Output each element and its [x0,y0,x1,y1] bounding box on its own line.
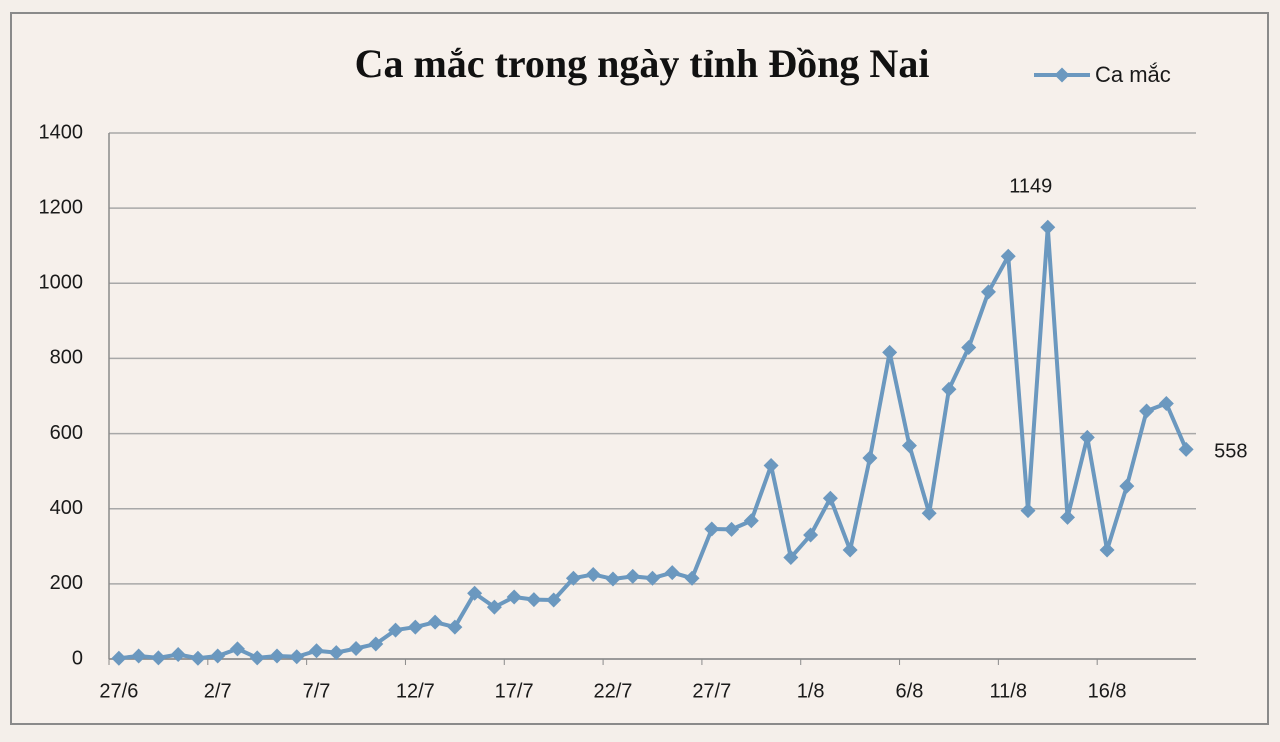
point-marker [1178,441,1194,457]
chart-frame [10,12,1269,725]
point-marker [842,542,858,558]
point-marker [724,521,740,537]
chart-title: Ca mắc trong ngày tỉnh Đồng Nai [355,41,930,86]
y-tick-label: 400 [50,497,83,519]
legend: Ca mắc [1034,62,1171,87]
point-marker [1079,429,1095,445]
point-marker [111,650,127,666]
point-marker [565,570,581,586]
point-marker [862,450,878,466]
point-marker [150,650,166,666]
x-tick-label: 17/7 [495,680,534,702]
point-marker [486,599,502,615]
x-tick-label: 22/7 [594,680,633,702]
point-marker [664,565,680,581]
point-marker [1000,248,1016,264]
point-marker [269,648,285,664]
point-marker [882,344,898,360]
y-tick-label: 600 [50,422,83,444]
point-marker [447,619,463,635]
point-marker [546,592,562,608]
point-marker [388,622,404,638]
y-tick-label: 1200 [39,196,84,218]
point-marker [526,592,542,608]
point-marker [743,513,759,529]
point-marker [783,550,799,566]
point-marker [941,381,957,397]
point-marker [190,650,206,666]
point-marker [249,650,265,666]
point-marker [980,284,996,300]
point-marker [1040,219,1056,235]
point-marker [901,438,917,454]
x-tick-label: 6/8 [896,680,924,702]
data-label: 1149 [1009,176,1052,198]
legend-label: Ca mắc [1095,62,1171,87]
point-marker [427,614,443,630]
point-marker [684,570,700,586]
y-tick-label: 800 [50,347,83,369]
x-tick-label: 27/7 [692,680,731,702]
point-marker [822,490,838,506]
point-marker [289,649,305,665]
point-marker [921,505,937,521]
point-marker [1099,542,1115,558]
point-marker [625,568,641,584]
x-tick-label: 12/7 [396,680,435,702]
point-marker [1139,403,1155,419]
point-marker [309,643,325,659]
legend-marker [1054,67,1070,83]
point-marker [348,640,364,656]
point-marker [645,570,660,586]
point-marker [506,589,522,605]
data-label: 558 [1214,441,1247,463]
x-tick-label: 2/7 [204,680,232,702]
point-marker [170,646,186,662]
point-marker [585,566,601,582]
point-marker [1119,478,1135,494]
x-tick-label: 11/8 [990,680,1027,702]
point-marker [407,619,423,635]
point-marker [328,645,344,661]
point-marker [131,648,147,664]
x-tick-label: 27/6 [99,680,138,702]
point-marker [368,636,384,652]
x-tick-label: 16/8 [1088,680,1127,702]
y-tick-label: 1400 [39,121,84,143]
point-marker [605,571,621,587]
x-tick-label: 7/7 [303,680,331,702]
point-marker [961,340,977,356]
point-marker [210,648,226,664]
y-tick-label: 1000 [39,272,84,294]
point-marker [803,527,819,543]
x-tick-label: 1/8 [797,680,825,702]
point-marker [1158,396,1174,412]
point-marker [763,458,779,474]
point-marker [467,585,483,601]
point-marker [704,521,720,537]
point-marker [229,641,245,657]
point-marker [1020,503,1036,519]
point-marker [1060,509,1076,525]
y-tick-label: 0 [72,647,83,669]
y-tick-label: 200 [50,572,83,594]
